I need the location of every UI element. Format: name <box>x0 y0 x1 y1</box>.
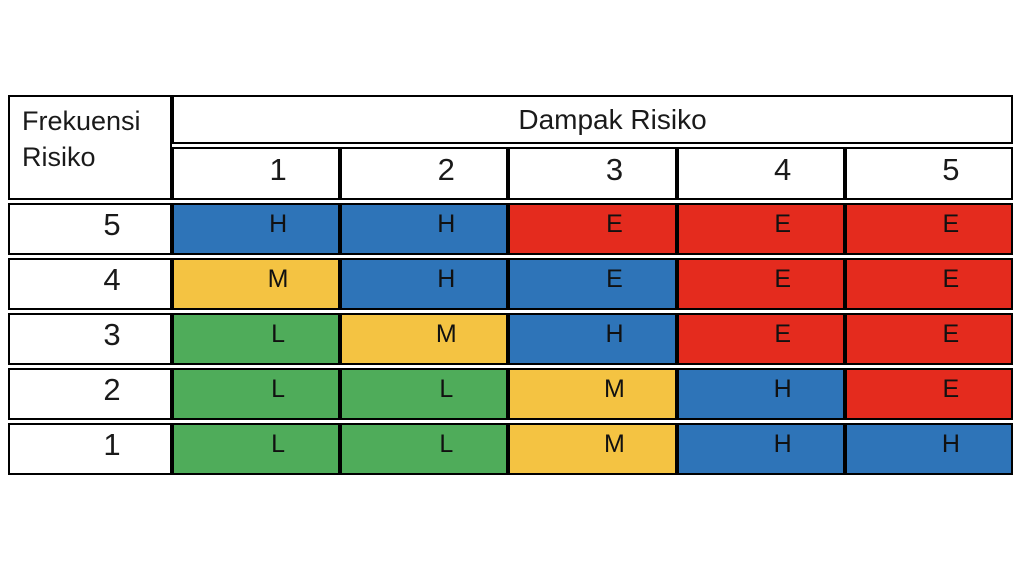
header-row-top: Frekuensi Risiko Dampak Risiko <box>8 95 1013 200</box>
risk-cell: H <box>676 423 845 475</box>
impact-level-header: 2 <box>340 147 509 200</box>
frequency-level-cell: 1 <box>8 423 172 475</box>
risk-cell: E <box>844 368 1013 420</box>
risk-cell: L <box>172 313 341 365</box>
impact-axis-title: Dampak Risiko <box>172 95 1013 144</box>
risk-cell: E <box>676 313 845 365</box>
risk-cell: M <box>508 368 677 420</box>
risk-cell: H <box>844 423 1013 475</box>
risk-cell: H <box>340 203 509 255</box>
frequency-level-cell: 3 <box>8 313 172 365</box>
risk-cell: H <box>508 313 677 365</box>
risk-cell: L <box>172 423 341 475</box>
frequency-level-cell: 2 <box>8 368 172 420</box>
risk-cell: L <box>340 368 509 420</box>
risk-cell: E <box>844 258 1013 310</box>
impact-level-header: 3 <box>508 147 677 200</box>
impact-level-header: 4 <box>676 147 845 200</box>
frequency-level-cell: 5 <box>8 203 172 255</box>
risk-cell: E <box>508 203 677 255</box>
risk-cell: E <box>844 313 1013 365</box>
risk-cell: H <box>172 203 341 255</box>
risk-cell: L <box>340 423 509 475</box>
risk-cell: M <box>340 313 509 365</box>
impact-level-header: 1 <box>172 147 341 200</box>
risk-cell: M <box>172 258 341 310</box>
risk-cell: E <box>676 203 845 255</box>
risk-cell: E <box>508 258 677 310</box>
risk-cell: L <box>172 368 341 420</box>
risk-cell: E <box>844 203 1013 255</box>
impact-level-header: 5 <box>844 147 1013 200</box>
risk-cell: H <box>340 258 509 310</box>
risk-cell: E <box>676 258 845 310</box>
frequency-axis-title: Frekuensi Risiko <box>8 95 172 200</box>
risk-cell: M <box>508 423 677 475</box>
frequency-level-cell: 4 <box>8 258 172 310</box>
risk-cell: H <box>676 368 845 420</box>
